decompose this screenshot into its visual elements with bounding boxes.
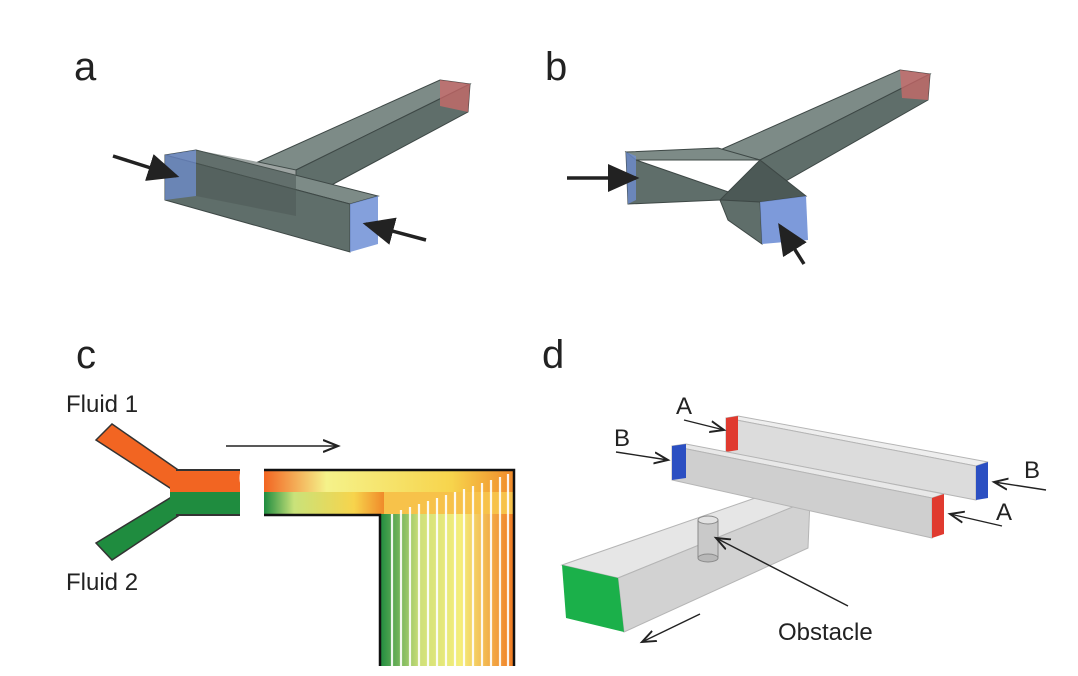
fluid1-label: Fluid 1 — [66, 391, 138, 418]
panel-c: c Fluid 1 Fluid 2 — [66, 333, 516, 666]
channel-outer-wall — [264, 468, 516, 666]
obstacle-label: Obstacle — [778, 619, 873, 646]
panel-d-port-b-right — [976, 462, 988, 500]
panel-letter-a: a — [74, 45, 97, 89]
panel-b: b — [545, 45, 932, 265]
panel-b-outlet-channel — [718, 69, 932, 191]
label-a-top: A — [676, 393, 692, 420]
panel-a-right-inlet — [350, 196, 378, 252]
panel-d-port-a-top — [726, 416, 738, 452]
arrow-a-top — [683, 419, 724, 430]
panel-d-lower-channel — [671, 443, 946, 539]
vertical-outlet — [380, 474, 514, 666]
arrow-a-right — [950, 514, 1003, 527]
channel-inner-wall — [264, 513, 382, 666]
panel-d-outlet-channel — [560, 487, 812, 633]
panel-letter-c: c — [76, 333, 96, 377]
panel-b-lower-inlet — [760, 196, 808, 244]
panel-a-outlet-channel — [256, 79, 472, 205]
panel-b-outlet-port — [900, 70, 930, 100]
obstacle-pointer — [716, 538, 849, 607]
outlet-flow-arrow — [642, 613, 701, 642]
panel-b-lower-arrow — [778, 223, 807, 265]
panel-d-outlet-port — [562, 565, 624, 632]
panel-d-port-b-left — [672, 444, 686, 480]
mixing-channel-upper — [264, 470, 514, 492]
panel-a-right-arrow — [362, 217, 427, 245]
panel-d-upper-channel — [725, 415, 989, 501]
fluid2-label: Fluid 2 — [66, 569, 138, 596]
panel-a-outlet-port — [440, 80, 470, 112]
label-b-right: B — [1024, 457, 1040, 484]
panel-a: a — [74, 45, 472, 253]
panel-letter-b: b — [545, 45, 567, 89]
panel-letter-d: d — [542, 333, 564, 377]
panel-d-port-a-right — [932, 494, 944, 538]
panel-a-left-arrow — [112, 154, 180, 181]
obstacle-cylinder — [697, 515, 719, 563]
label-a-right: A — [996, 499, 1012, 526]
merged-fluid1-stream — [170, 471, 244, 492]
mixing-channel-lower — [264, 492, 384, 515]
merged-fluid2-stream — [170, 492, 244, 514]
arrow-b-left — [615, 451, 668, 460]
arrow-b-right — [994, 482, 1047, 491]
label-b-left: B — [614, 425, 630, 452]
panel-d: d A B B A Ob — [542, 333, 1047, 646]
